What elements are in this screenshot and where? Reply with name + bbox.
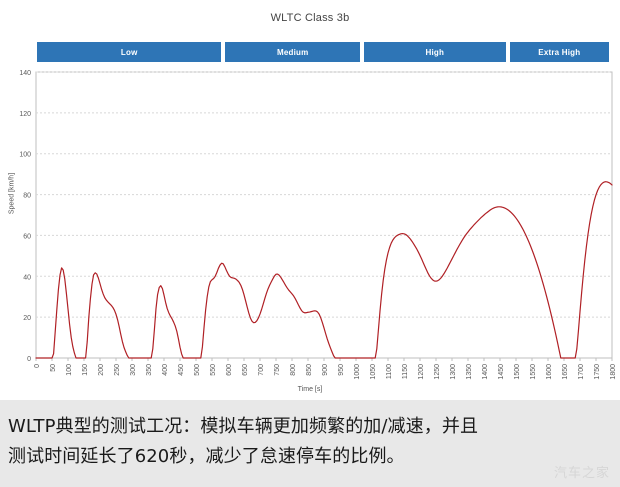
x-tick-label: 1550	[530, 364, 537, 380]
chart-title: WLTC Class 3b	[270, 12, 350, 24]
plot-background	[35, 71, 613, 359]
phase-bar-high: High	[364, 42, 506, 62]
phase-bar-label: Low	[120, 47, 138, 57]
x-tick-label: 1800	[610, 364, 617, 380]
y-tick-label: 20	[23, 315, 31, 322]
caption-line-1: WLTP典型的测试工况：模拟车辆更加频繁的加/减速，并且	[8, 416, 479, 437]
caption-text: WLTP典型的测试工况：模拟车辆更加频繁的加/减速，并且 测试时间延长了620秒…	[8, 412, 612, 472]
x-tick-label: 1350	[466, 364, 473, 380]
x-tick-label: 1300	[450, 364, 457, 380]
speed-trace-line	[35, 181, 613, 359]
y-tick-label: 120	[19, 111, 31, 118]
phase-bar-label: Medium	[277, 47, 309, 57]
x-tick-label: 150	[82, 364, 89, 376]
phase-bar-low: Low	[37, 42, 222, 62]
x-tick-label: 100	[66, 364, 73, 376]
x-tick-label: 1600	[546, 364, 553, 380]
x-tick-label: 850	[306, 364, 313, 376]
phase-bar-extra-high: Extra High	[509, 42, 609, 62]
x-tick-label: 1200	[418, 364, 425, 380]
x-tick-label: 1050	[370, 364, 377, 380]
plot-area: 0 20 40 60 80 100 120 140 0 50 100 150 200 250 300 350 4…	[8, 70, 618, 393]
x-tick-label: 1450	[498, 364, 505, 380]
phase-bar-label: Extra High	[538, 47, 581, 57]
x-tick-label: 1500	[514, 364, 521, 380]
x-tick-label: 1700	[578, 364, 585, 380]
x-tick-label: 950	[338, 364, 345, 376]
watermark: 汽车之家	[553, 466, 610, 481]
x-tick-label: 450	[178, 364, 185, 376]
x-tick-label: 500	[194, 364, 201, 376]
x-tick-label: 1250	[434, 364, 441, 380]
chart-card: WLTC Class 3b Low Medium High Extra High 0 2…	[0, 12, 620, 393]
caption-area: WLTP典型的测试工况：模拟车辆更加频繁的加/减速，并且 测试时间延长了620秒…	[0, 400, 620, 487]
x-tick-label: 1000	[354, 364, 361, 380]
y-tick-label: 0	[27, 356, 31, 363]
x-tick-label: 600	[226, 364, 233, 376]
y-tick-label: 80	[23, 193, 31, 200]
x-axis-title: Time [s]	[297, 386, 323, 393]
x-tick-label: 400	[162, 364, 169, 376]
x-tick-label: 900	[322, 364, 329, 376]
x-tick-label: 250	[114, 364, 121, 376]
x-tick-label: 0	[34, 364, 41, 368]
x-tick-label: 350	[146, 364, 153, 376]
y-tick-label: 60	[23, 233, 31, 240]
x-tick-label: 1100	[386, 364, 393, 379]
x-tick-label: 50	[50, 364, 57, 372]
x-tick-label: 550	[210, 364, 217, 376]
y-tick-label: 140	[19, 70, 31, 77]
caption-line-2: 测试时间延长了620秒，减少了怠速停车的比例。	[8, 446, 405, 467]
x-tick-label: 650	[242, 364, 249, 376]
y-tick-label: 100	[19, 152, 31, 159]
y-tick-label: 40	[23, 274, 31, 281]
x-tick-label: 750	[274, 364, 281, 376]
x-tick-label: 700	[258, 364, 265, 376]
phase-bar-label: High	[425, 47, 445, 57]
y-axis-title: Speed [km/h]	[8, 172, 16, 215]
x-tick-label: 300	[130, 364, 137, 376]
x-tick-label: 1150	[402, 364, 409, 379]
x-tick-label: 1650	[562, 364, 569, 380]
x-tick-label: 200	[98, 364, 105, 376]
x-tick-label: 800	[290, 364, 297, 376]
x-tick-label: 1400	[482, 364, 489, 380]
phase-bar-row: Low Medium High Extra High	[0, 42, 620, 62]
phase-bar-medium: Medium	[225, 42, 361, 62]
x-tick-label: 1750	[594, 364, 601, 380]
